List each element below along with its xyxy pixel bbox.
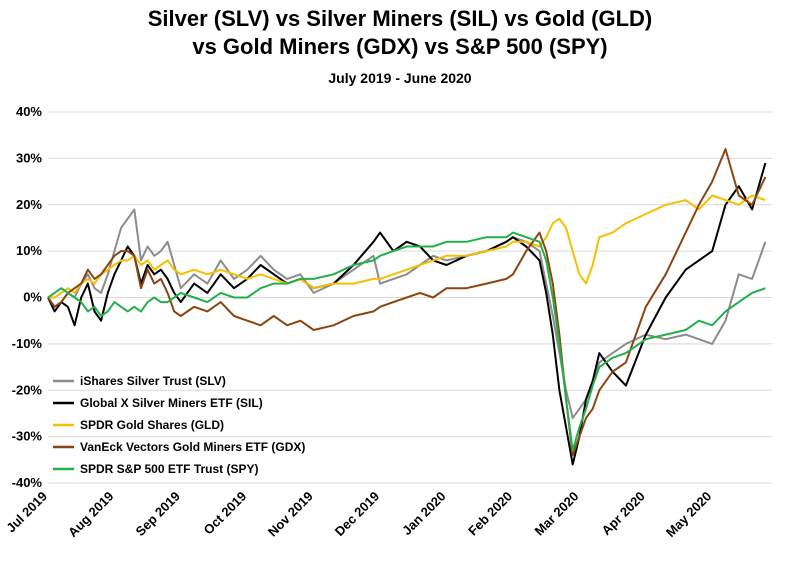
x-tick-label: Jul 2019 bbox=[3, 489, 50, 536]
y-tick-label: -40% bbox=[12, 475, 43, 490]
legend-label: iShares Silver Trust (SLV) bbox=[80, 374, 226, 388]
x-tick-label: Nov 2019 bbox=[265, 489, 316, 540]
y-tick-label: -20% bbox=[12, 382, 43, 397]
series-lines bbox=[47, 148, 767, 466]
x-tick-label: Apr 2020 bbox=[598, 489, 647, 538]
y-tick-label: 30% bbox=[16, 150, 42, 165]
legend-label: Global X Silver Miners ETF (SIL) bbox=[80, 396, 263, 410]
series-line-1 bbox=[47, 162, 767, 466]
y-tick-label: -10% bbox=[12, 336, 43, 351]
y-axis-ticks: -40% -30% -20% -10% 0% 10% 20% 30% 40% bbox=[12, 104, 43, 490]
x-tick-label: Jan 2020 bbox=[399, 489, 448, 538]
legend-label: VanEck Vectors Gold Miners ETF (GDX) bbox=[80, 440, 305, 454]
y-tick-label: 0% bbox=[23, 290, 42, 305]
series-line-3 bbox=[47, 148, 767, 457]
x-tick-label: Aug 2019 bbox=[65, 489, 116, 540]
x-axis-ticks: Jul 2019 Aug 2019 Sep 2019 Oct 2019 Nov 2019… bbox=[3, 489, 714, 540]
chart-subtitle: July 2019 - June 2020 bbox=[328, 70, 472, 86]
x-tick-label: Feb 2020 bbox=[465, 489, 515, 539]
x-tick-label: Dec 2019 bbox=[332, 489, 382, 539]
series-line-2 bbox=[48, 194, 766, 299]
x-tick-label: Sep 2019 bbox=[132, 489, 182, 539]
series-line-4 bbox=[47, 231, 766, 452]
legend: iShares Silver Trust (SLV) Global X Silve… bbox=[53, 374, 305, 476]
x-tick-label: Mar 2020 bbox=[532, 489, 582, 539]
y-tick-label: 10% bbox=[16, 243, 42, 258]
legend-label: SPDR Gold Shares (GLD) bbox=[80, 418, 224, 432]
legend-label: SPDR S&P 500 ETF Trust (SPY) bbox=[80, 462, 259, 476]
y-tick-label: -30% bbox=[12, 429, 43, 444]
y-tick-label: 40% bbox=[16, 104, 42, 119]
x-tick-label: May 2020 bbox=[663, 489, 714, 540]
chart-title-line2: vs Gold Miners (GDX) vs S&P 500 (SPY) bbox=[192, 34, 608, 59]
y-tick-label: 20% bbox=[16, 197, 42, 212]
x-tick-label: Oct 2019 bbox=[200, 489, 249, 538]
chart-title: Silver (SLV) vs Silver Miners (SIL) vs G… bbox=[147, 6, 653, 31]
